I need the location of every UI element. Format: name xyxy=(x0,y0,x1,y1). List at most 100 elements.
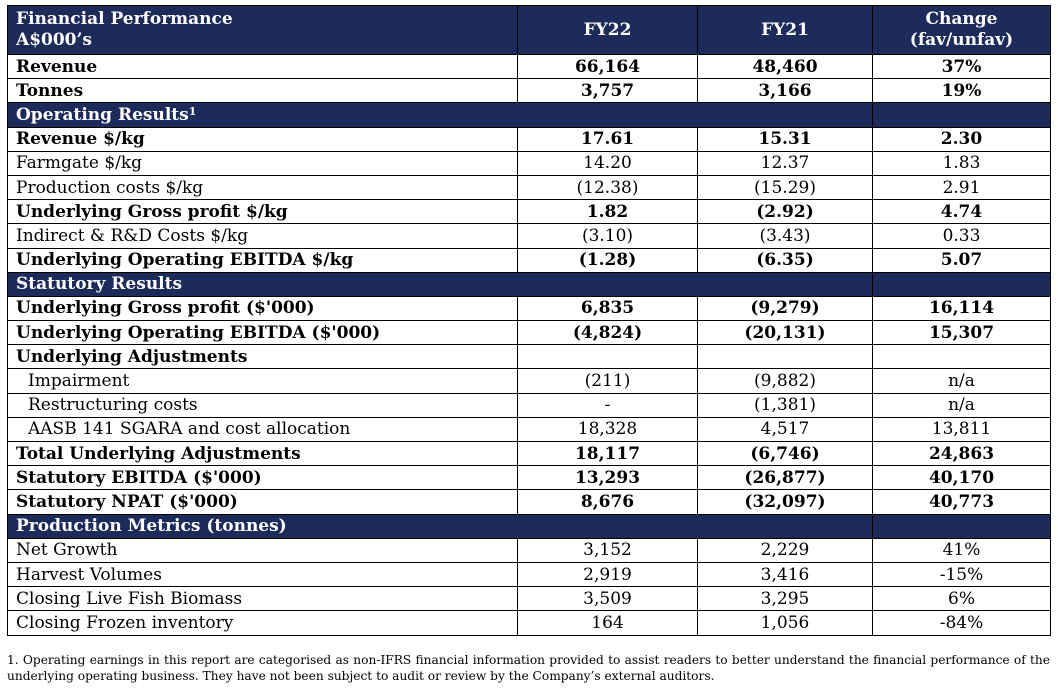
section-header-row: Statutory Results xyxy=(7,271,1051,297)
section-header-text: Statutory Results xyxy=(16,274,183,295)
change-header-line2: (fav/unfav) xyxy=(909,30,1014,50)
cell-fy21: 3,416 xyxy=(697,561,873,588)
table-row: Underlying Operating EBITDA ($'000) (4,82… xyxy=(7,320,1051,346)
row-label: Statutory EBITDA ($'000) xyxy=(7,465,518,491)
cell-change: n/a xyxy=(872,392,1051,418)
cell-change: 40,170 xyxy=(872,465,1051,491)
row-label: Harvest Volumes xyxy=(7,561,518,588)
cell-fy21: (20,131) xyxy=(697,320,873,346)
cell-change: 6% xyxy=(872,586,1051,612)
section-header-filler xyxy=(697,513,873,539)
cell-fy22: (3.10) xyxy=(517,223,698,249)
row-label: Underlying Operating EBITDA ($'000) xyxy=(7,320,518,346)
table-header-row: Financial Performance A$000’s FY22 FY21 … xyxy=(7,5,1051,55)
footnote: 1. Operating earnings in this report are… xyxy=(7,653,1050,683)
section-header-label: Production Metrics (tonnes) xyxy=(7,513,518,539)
cell-change: 16,114 xyxy=(872,295,1051,322)
row-label: Net Growth xyxy=(7,537,518,563)
cell-fy21: (1,381) xyxy=(697,392,873,418)
cell-change: 37% xyxy=(872,53,1051,80)
cell-change: 40,773 xyxy=(872,489,1051,515)
table-row: Closing Frozen inventory 164 1,056 -84% xyxy=(7,610,1051,636)
table-row: Underlying Adjustments xyxy=(7,344,1051,370)
cell-change: 5.07 xyxy=(872,247,1051,273)
section-header-filler xyxy=(872,513,1051,539)
cell-change: 2.91 xyxy=(872,174,1051,201)
row-label: Closing Frozen inventory xyxy=(7,610,518,636)
cell-fy22: 1.82 xyxy=(517,199,698,225)
table-title: Financial Performance A$000’s xyxy=(7,5,518,55)
table-row: Net Growth 3,152 2,229 41% xyxy=(7,537,1051,563)
section-header-row: Operating Results1 xyxy=(7,102,1051,128)
cell-fy22: 3,509 xyxy=(517,586,698,612)
row-label: Total Underlying Adjustments xyxy=(7,440,518,467)
row-label: Production costs $/kg xyxy=(7,174,518,201)
cell-fy21: (15.29) xyxy=(697,174,873,201)
table-row: Impairment (211) (9,882) n/a xyxy=(7,368,1051,394)
row-label: Farmgate $/kg xyxy=(7,150,518,176)
section-header-filler xyxy=(697,271,873,297)
row-label: Underlying Adjustments xyxy=(7,344,518,370)
cell-fy22: 18,328 xyxy=(517,416,698,443)
row-label: Underlying Operating EBITDA $/kg xyxy=(7,247,518,273)
row-label: Underlying Gross profit $/kg xyxy=(7,199,518,225)
section-header-filler xyxy=(517,271,698,297)
cell-fy21: (32,097) xyxy=(697,489,873,515)
table-row: Revenue $/kg 17.61 15.31 2.30 xyxy=(7,126,1051,152)
cell-change: 2.30 xyxy=(872,126,1051,152)
cell-change: 13,811 xyxy=(872,416,1051,443)
table-row: Underlying Gross profit ($'000) 6,835 (9,2… xyxy=(7,295,1051,322)
cell-fy21: (6,746) xyxy=(697,440,873,467)
cell-fy22: 8,676 xyxy=(517,489,698,515)
row-label: Underlying Gross profit ($'000) xyxy=(7,295,518,322)
row-label: AASB 141 SGARA and cost allocation xyxy=(7,416,518,443)
row-label: Tonnes xyxy=(7,78,518,104)
cell-fy21 xyxy=(697,344,873,370)
row-label: Indirect & R&D Costs $/kg xyxy=(7,223,518,249)
row-label: Statutory NPAT ($'000) xyxy=(7,489,518,515)
cell-change: 19% xyxy=(872,78,1051,104)
cell-fy22: 66,164 xyxy=(517,53,698,80)
cell-fy21: (3.43) xyxy=(697,223,873,249)
cell-change: -15% xyxy=(872,561,1051,588)
cell-fy22: (4,824) xyxy=(517,320,698,346)
footnote-marker: 1 xyxy=(188,104,197,118)
cell-fy21: (9,882) xyxy=(697,368,873,394)
table-row: Revenue 66,164 48,460 37% xyxy=(7,53,1051,80)
row-label: Revenue $/kg xyxy=(7,126,518,152)
section-header-filler xyxy=(697,102,873,128)
cell-fy22: (211) xyxy=(517,368,698,394)
cell-fy22: 2,919 xyxy=(517,561,698,588)
table-title-line2: A$000’s xyxy=(16,30,92,50)
table-title-line1: Financial Performance xyxy=(16,9,233,29)
table-row: Underlying Gross profit $/kg 1.82 (2.92) 4.… xyxy=(7,199,1051,225)
table-row: Production costs $/kg (12.38) (15.29) 2.91 xyxy=(7,174,1051,201)
cell-fy22: (12.38) xyxy=(517,174,698,201)
table-row: Restructuring costs - (1,381) n/a xyxy=(7,392,1051,418)
row-label: Closing Live Fish Biomass xyxy=(7,586,518,612)
cell-fy21: 2,229 xyxy=(697,537,873,563)
column-header-fy21: FY21 xyxy=(697,5,873,55)
cell-change: 4.74 xyxy=(872,199,1051,225)
cell-fy21: (9,279) xyxy=(697,295,873,322)
table-row: Indirect & R&D Costs $/kg (3.10) (3.43) 0.3… xyxy=(7,223,1051,249)
table-row: Tonnes 3,757 3,166 19% xyxy=(7,78,1051,104)
cell-fy22: - xyxy=(517,392,698,418)
cell-change: 1.83 xyxy=(872,150,1051,176)
cell-fy21: 48,460 xyxy=(697,53,873,80)
section-header-filler xyxy=(872,102,1051,128)
cell-fy21: (2.92) xyxy=(697,199,873,225)
cell-fy21: 4,517 xyxy=(697,416,873,443)
section-header-filler xyxy=(517,102,698,128)
table-row: AASB 141 SGARA and cost allocation 18,328… xyxy=(7,416,1051,443)
cell-fy21: 12.37 xyxy=(697,150,873,176)
section-header-text: Operating Results xyxy=(16,104,189,125)
table-row: Statutory NPAT ($'000) 8,676 (32,097) 40,77… xyxy=(7,489,1051,515)
table-row: Underlying Operating EBITDA $/kg (1.28) (6… xyxy=(7,247,1051,273)
row-label: Revenue xyxy=(7,53,518,80)
cell-fy22: 14.20 xyxy=(517,150,698,176)
cell-fy22: 164 xyxy=(517,610,698,636)
cell-fy21: (6.35) xyxy=(697,247,873,273)
column-header-fy22: FY22 xyxy=(517,5,698,55)
cell-fy22: 17.61 xyxy=(517,126,698,152)
